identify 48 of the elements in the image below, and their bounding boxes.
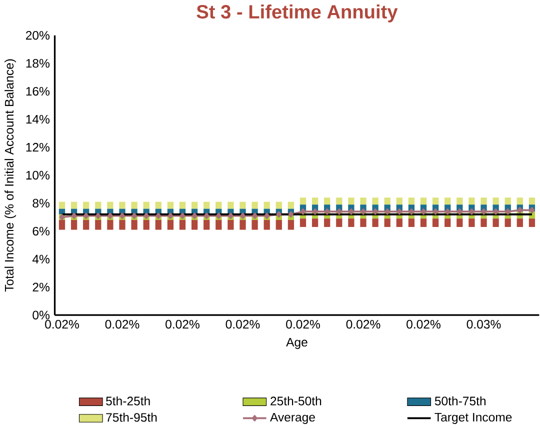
y-tick-label: 2% xyxy=(32,282,50,292)
x-axis-title: Age xyxy=(286,338,308,349)
y-tick-label: 14% xyxy=(26,114,50,124)
legend-label: Average xyxy=(270,412,315,424)
point xyxy=(288,211,294,218)
y-tick-label: 8% xyxy=(32,198,50,208)
point xyxy=(276,211,282,218)
point xyxy=(505,208,510,215)
chart-title: St 3 - Lifetime Annuity xyxy=(196,4,398,22)
legend-label: Target Income xyxy=(434,412,512,424)
point xyxy=(457,208,462,215)
point xyxy=(481,208,486,215)
legend-label: 50th-75th xyxy=(434,396,486,406)
y-tick-label: 6% xyxy=(32,226,50,236)
y-tick-label: 12% xyxy=(26,142,50,152)
y-tick-label: 16% xyxy=(26,86,50,96)
legend-label: 75th-95th xyxy=(106,412,157,422)
legend-label: 5th-25th xyxy=(106,396,150,406)
legend-label: 25th-50th xyxy=(270,396,322,406)
point xyxy=(396,208,402,215)
point xyxy=(300,208,306,215)
y-tick-label: 4% xyxy=(32,254,50,264)
point xyxy=(324,208,330,215)
y-tick-label: 0% xyxy=(32,310,50,320)
x-tick-label: 0.02% xyxy=(45,320,79,329)
point xyxy=(420,208,426,215)
x-tick-label: 0.02% xyxy=(166,320,200,329)
x-tick-label: 0.03% xyxy=(466,320,501,329)
point xyxy=(312,208,318,215)
x-tick-label: 0.02% xyxy=(226,320,260,329)
point xyxy=(360,208,366,215)
point xyxy=(408,208,414,215)
point xyxy=(469,208,474,215)
point xyxy=(348,208,354,215)
x-tick-label: 0.02% xyxy=(406,320,440,329)
y-tick-label: 10% xyxy=(26,170,50,180)
y-axis-title: Total Income (% of Initial Account Balance) xyxy=(4,59,16,292)
point xyxy=(372,208,378,215)
y-tick-label: 20% xyxy=(26,30,50,40)
point xyxy=(493,208,498,215)
x-tick-label: 0.02% xyxy=(346,320,380,329)
point xyxy=(445,208,450,215)
point xyxy=(384,208,390,215)
x-tick-label: 0.02% xyxy=(286,320,320,329)
point xyxy=(336,208,342,215)
x-tick-label: 0.02% xyxy=(105,320,140,329)
point xyxy=(432,208,438,215)
y-tick-label: 18% xyxy=(26,58,50,68)
